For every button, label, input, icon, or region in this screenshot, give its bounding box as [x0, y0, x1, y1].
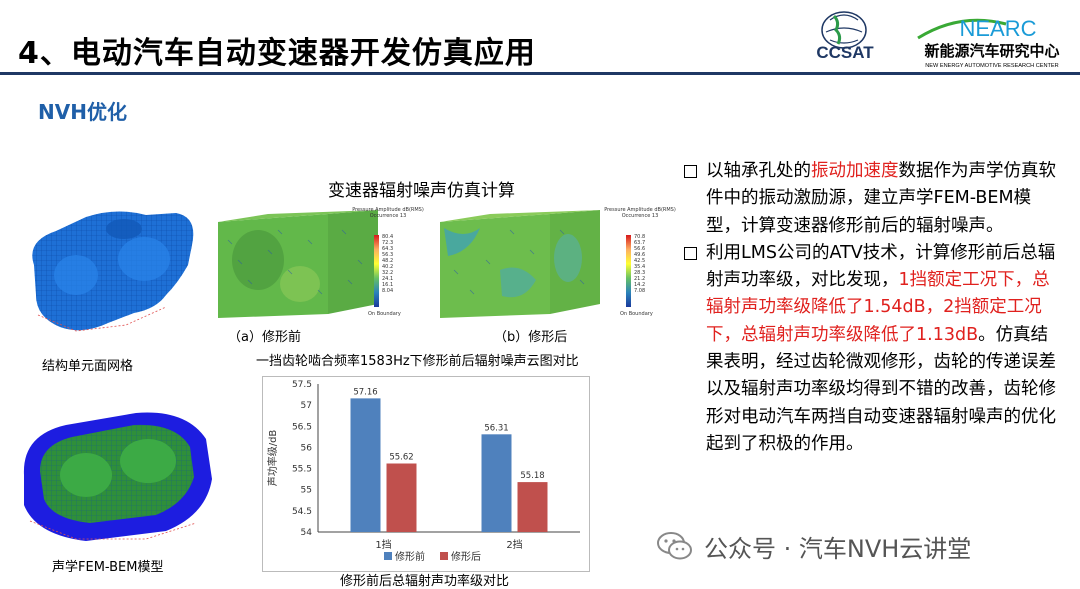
noise-cloud-before: [218, 210, 378, 318]
y-tick-label: 57.5: [292, 380, 312, 390]
structure-mesh-image: [32, 211, 194, 332]
bullet-highlight: 振动加速度: [811, 161, 899, 181]
y-tick-label: 57: [301, 401, 312, 411]
watermark-text: 公众号 · 汽车NVH云讲堂: [704, 534, 972, 563]
bar-data-label: 56.31: [484, 423, 508, 433]
legend-label: 修形后: [451, 550, 481, 563]
legend-before-title: Pressure Amplitude dB(RMS): [352, 207, 424, 213]
legend-before-boundary: On Boundary: [368, 311, 401, 317]
mesh-caption: 结构单元面网格: [42, 359, 134, 374]
legend-after-tick: 21.2: [634, 276, 646, 282]
noise-cloud-after: [440, 210, 600, 318]
y-tick-label: 54: [301, 528, 313, 538]
legend-swatch: [440, 552, 448, 560]
legend-before-tick: 80.4: [382, 234, 394, 240]
legend-before-tick: 48.2: [382, 258, 394, 264]
title-divider: [0, 72, 1080, 75]
y-tick-label: 55.5: [292, 465, 312, 475]
legend-after-tick: 63.7: [634, 240, 646, 246]
bar-data-label: 55.18: [520, 471, 544, 481]
cloud-caption: 一挡齿轮啮合频率1583Hz下修形前后辐射噪声云图对比: [256, 354, 579, 369]
chart-frame: [262, 376, 590, 572]
bullet-list: 以轴承孔处的振动加速度数据作为声学仿真软件中的振动激励源，建立声学FEM-BEM…: [680, 158, 1065, 458]
legend-before-tick: 40.2: [382, 264, 394, 270]
page-title: 4、电动汽车自动变速器开发仿真应用: [18, 36, 536, 71]
bar-after: [517, 482, 548, 532]
nearc-logo: NEARC 新能源汽车研究中心 NEW ENERGY AUTOMOTIVE RE…: [917, 16, 1060, 69]
nearc-logo-en: NEW ENERGY AUTOMOTIVE RESEARCH CENTER: [925, 63, 1058, 69]
legend-after-tick: 56.6: [634, 246, 646, 252]
section-title: NVH优化: [38, 100, 127, 124]
bar-after: [386, 463, 417, 532]
x-tick-label: 2挡: [506, 538, 522, 551]
legend-label: 修形前: [395, 550, 425, 563]
legend-before-subtitle: Occurrence 13: [369, 213, 407, 219]
legend-before-colorbar: [374, 235, 379, 307]
bar-data-label: 55.62: [389, 452, 413, 462]
before-label: （a）修形前: [228, 330, 301, 345]
legend-before-tick: 56.3: [382, 252, 394, 258]
bar-before: [481, 434, 512, 532]
bullet-segment: 利用LMS公司的ATV技术，计算修形前后总辐射声功率级，对比发现，: [706, 242, 1056, 291]
cloud-figure-title: 变速器辐射噪声仿真计算: [328, 181, 515, 201]
fem-bem-caption: 声学FEM-BEM模型: [52, 560, 164, 575]
bullet-text: 以轴承孔处的振动加速度数据作为声学仿真软件中的振动激励源，建立声学FEM-BEM…: [706, 158, 1065, 240]
legend-after-boundary: On Boundary: [620, 311, 653, 317]
legend-before-tick: 24.1: [382, 276, 394, 282]
legend-after-tick: 49.6: [634, 252, 646, 258]
legend-before-tick: 72.3: [382, 240, 394, 246]
legend-after-tick: 14.2: [634, 282, 646, 288]
legend-after-tick: 7.08: [634, 288, 646, 294]
legend-swatch: [384, 552, 392, 560]
after-label: （b）修形后: [494, 330, 568, 345]
bar-before: [350, 398, 381, 532]
color-legend-before: Pressure Amplitude dB(RMS) Occurrence 13…: [348, 207, 428, 325]
color-legend-after: Pressure Amplitude dB(RMS) Occurrence 13…: [600, 207, 680, 325]
legend-before-tick: 8.04: [382, 288, 394, 294]
fem-bem-model-image: [23, 412, 213, 541]
y-tick-label: 54.5: [292, 507, 312, 517]
x-tick-label: 1挡: [375, 538, 391, 551]
bullet-square-icon: [684, 246, 697, 260]
nearc-logo-main: NEARC: [959, 16, 1036, 41]
chart-caption: 修形前后总辐射声功率级对比: [340, 574, 510, 589]
y-axis-title: 声功率级/dB: [266, 430, 279, 487]
legend-after-tick: 35.4: [634, 264, 646, 270]
bullet-highlight: 1挡额定工况下，总辐射声功率级降低了1.54dB，2挡额定工况下，总辐射声功率级…: [706, 270, 1050, 345]
nearc-logo-cn: 新能源汽车研究中心: [924, 42, 1059, 60]
ccsat-logo: CCSAT: [816, 11, 874, 62]
legend-after-tick: 28.3: [634, 270, 646, 276]
y-tick-label: 55: [301, 486, 312, 496]
bullet-segment: 数据作为声学仿真软件中的振动激励源，建立声学FEM-BEM模型，计算变速器修形前…: [706, 161, 1056, 236]
sound-power-bar-chart: 54 54.5 55 55.5 56 56.5 57 57.5 声功率级/dB 57.16 55.6…: [262, 376, 590, 572]
bullet-square-icon: [684, 165, 697, 178]
bullet-text: 利用LMS公司的ATV技术，计算修形前后总辐射声功率级，对比发现，1挡额定工况下…: [706, 240, 1065, 458]
bullet-item: 以轴承孔处的振动加速度数据作为声学仿真软件中的振动激励源，建立声学FEM-BEM…: [680, 158, 1065, 240]
legend-before-tick: 64.3: [382, 246, 394, 252]
legend-after-subtitle: Occurrence 13: [621, 213, 659, 219]
legend-after-title: Pressure Amplitude dB(RMS): [604, 207, 676, 213]
y-tick-label: 56.5: [292, 422, 312, 432]
legend-before-tick: 16.1: [382, 282, 394, 288]
bullet-item: 利用LMS公司的ATV技术，计算修形前后总辐射声功率级，对比发现，1挡额定工况下…: [680, 240, 1065, 458]
y-tick-label: 56: [301, 443, 313, 453]
wechat-icon: [657, 532, 692, 560]
watermark: 公众号 · 汽车NVH云讲堂: [656, 528, 971, 564]
bullet-segment: 以轴承孔处的: [706, 161, 811, 181]
ccsat-logo-text: CCSAT: [816, 43, 874, 62]
bar-data-label: 57.16: [353, 387, 377, 397]
legend-after-tick: 70.8: [634, 234, 646, 240]
bullet-segment: 。仿真结果表明，经过齿轮微观修形，齿轮的传递误差以及辐射声功率级均得到不错的改善…: [706, 324, 1056, 454]
legend-after-tick: 42.5: [634, 258, 646, 264]
legend-after-colorbar: [626, 235, 631, 307]
legend-before-tick: 32.2: [382, 270, 394, 276]
